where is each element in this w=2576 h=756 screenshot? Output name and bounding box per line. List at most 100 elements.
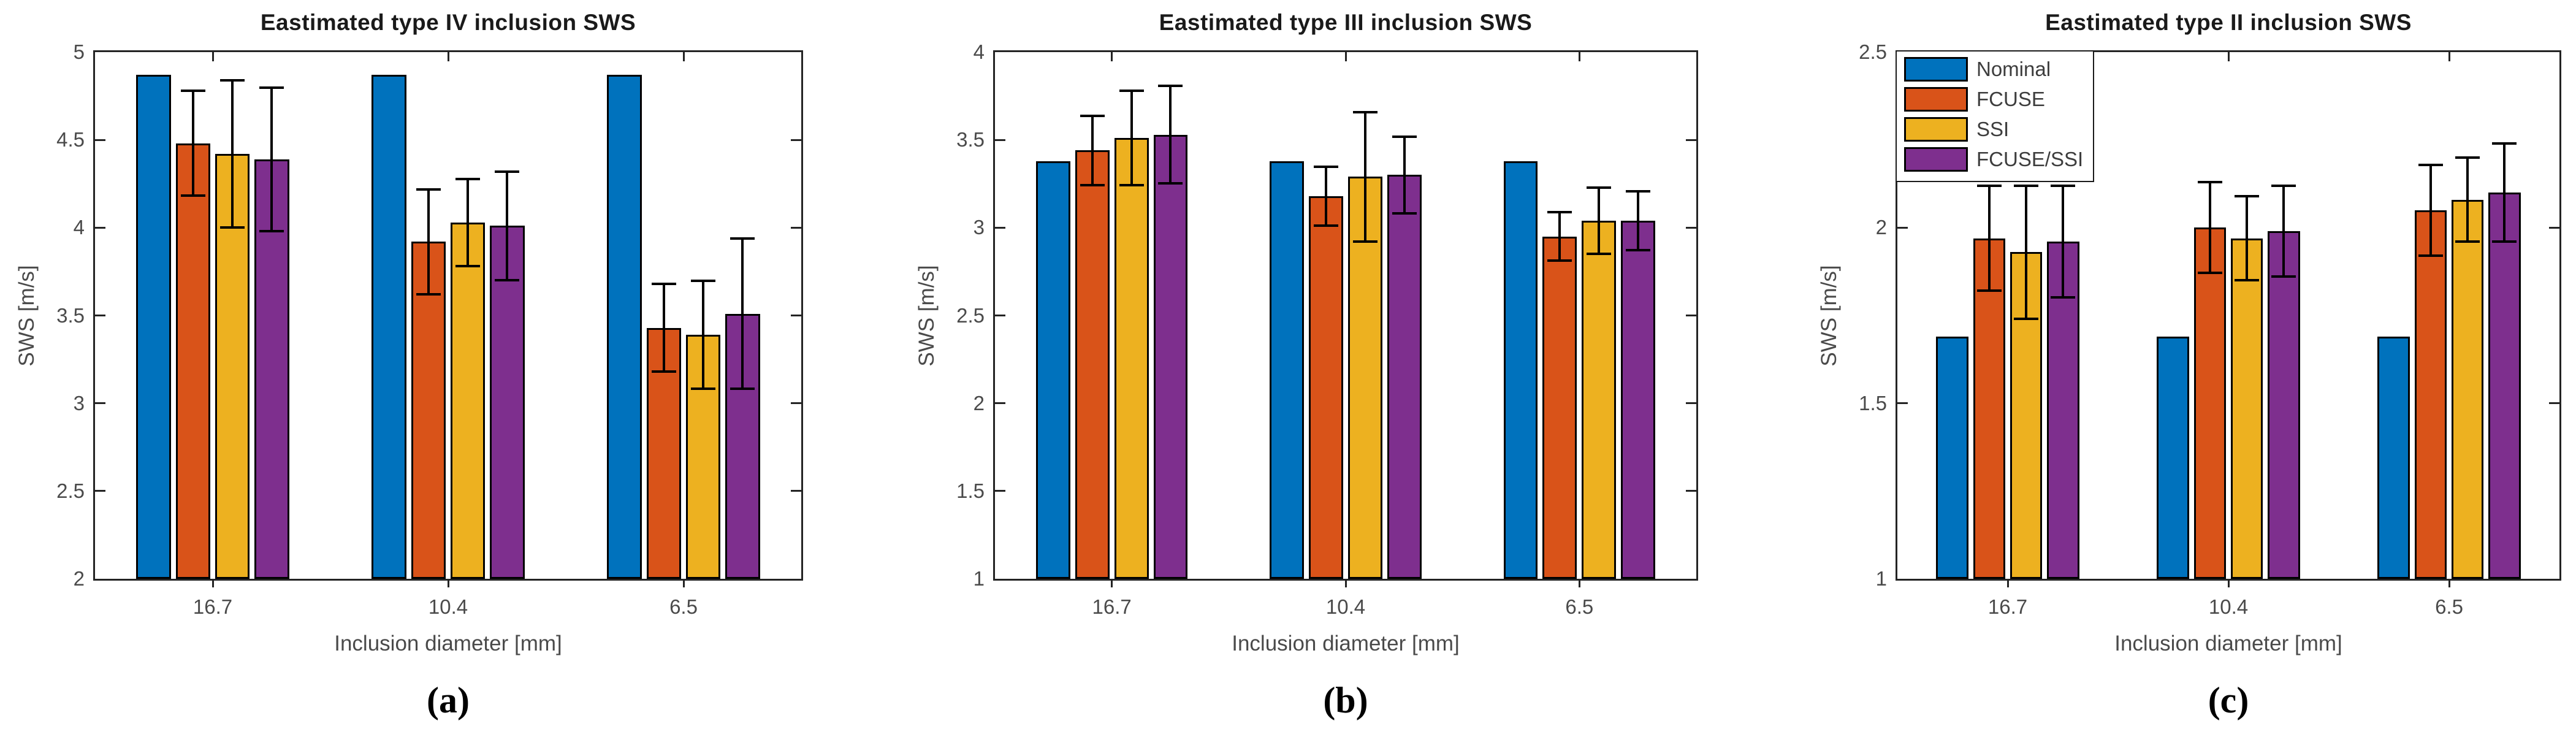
error-bar [2062,185,2065,298]
bar-fcuse-ssi-16.7 [1153,134,1188,579]
error-bar-cap [2051,185,2076,188]
error-bar-cap [1392,212,1417,215]
error-bar-cap [651,370,676,373]
error-bar [1091,115,1094,186]
chart-panel-a: Eastimated type IV inclusion SWS SWS [m/… [0,0,858,756]
legend-label: FCUSE [1976,88,2045,110]
legend-item-fcuse: FCUSE [1904,87,2083,112]
bar-fcuse-16.7 [175,143,210,579]
error-bar-cap [651,283,676,286]
plot-area [93,50,803,581]
y-tick-mark [95,226,105,229]
y-tick-mark [995,402,1005,405]
error-bar-cap [1119,184,1144,187]
bar-nominal-6.5 [2377,336,2410,579]
legend-label: FCUSE/SSI [1976,148,2084,170]
error-bar [270,87,273,232]
error-bar-cap [2014,185,2039,188]
error-bar-cap [2197,272,2222,275]
subfigure-caption: (b) [1323,680,1368,720]
x-tick-label: 16.7 [1092,595,1132,618]
error-bar-cap [180,90,205,93]
error-bar-cap [495,170,520,174]
x-tick-label: 16.7 [192,595,233,618]
error-bar-cap [1119,90,1144,93]
error-bar [1637,191,1640,251]
bar-ssi-6.5 [2452,199,2484,579]
error-bar-cap [1080,184,1105,187]
error-bar-cap [416,188,441,191]
bar-fcuse-16.7 [1075,150,1110,579]
legend-swatch-fcuse [1904,87,1968,112]
x-tick-mark [211,52,214,61]
error-bar [1169,85,1172,184]
error-bar-cap [2271,185,2296,188]
chart-panel-b: Eastimated type III inclusion SWS SWS [m… [858,0,1717,756]
error-bar-cap [1352,110,1378,113]
y-tick-label: 1 [1875,567,1887,590]
error-bar-cap [416,292,441,296]
bar-ssi-16.7 [1114,138,1149,579]
error-bar [2208,181,2211,273]
error-bar [1363,112,1366,242]
y-tick-mark [2549,226,2559,229]
error-bar-cap [1626,249,1651,252]
error-bar-cap [180,194,205,197]
bar-ssi-10.4 [2231,238,2263,579]
y-tick-mark [995,490,1005,492]
y-tick-mark [995,139,1005,141]
x-tick-mark [2448,581,2450,587]
x-axis-label: Inclusion diameter [mm] [2114,632,2342,655]
error-bar-cap [2418,163,2443,166]
error-bar-cap [2455,240,2480,243]
x-tick-mark [447,52,449,61]
bar-ssi-10.4 [1348,177,1382,579]
error-bar-cap [1158,182,1183,185]
y-tick-label: 5 [73,40,85,63]
y-tick-label: 2 [73,567,85,590]
error-bar-cap [730,388,755,391]
x-axis-label: Inclusion diameter [mm] [1232,632,1460,655]
y-tick-label: 3.5 [956,128,985,151]
y-tick-mark [1686,490,1696,492]
error-bar [741,238,744,389]
y-tick-label: 4 [973,40,985,63]
error-bar-cap [2492,240,2517,243]
error-bar-cap [1626,189,1651,193]
error-bar-cap [2455,156,2480,159]
bar-nominal-10.4 [372,75,406,579]
y-tick-mark [791,226,801,229]
error-bar [2282,185,2285,277]
error-bar-cap [1392,135,1417,138]
y-axis-label: SWS [m/s] [1817,264,1841,367]
legend-item-ssi: SSI [1904,117,2083,142]
bar-fcuse-10.4 [1309,196,1343,579]
bar-nominal-16.7 [1936,336,1968,579]
x-tick-mark [2227,52,2230,61]
x-tick-mark [2448,52,2450,61]
bar-fcuse-ssi-6.5 [1621,220,1656,579]
error-bar-cap [2051,296,2076,299]
subfigure-caption: (c) [2208,680,2249,720]
y-tick-mark [95,315,105,316]
error-bar [2429,164,2432,256]
legend-label: Nominal [1976,58,2051,80]
x-tick-mark [1578,52,1580,61]
y-tick-label: 3.5 [56,304,85,327]
bar-ssi-6.5 [1582,220,1617,579]
y-tick-mark [1686,226,1696,229]
x-tick-label: 10.4 [2208,595,2249,618]
y-tick-mark [791,490,801,492]
error-bar-cap [2014,317,2039,320]
error-bar-cap [259,229,284,232]
y-tick-mark [1686,139,1696,141]
bar-nominal-10.4 [1270,161,1305,579]
error-bar [427,189,430,295]
y-tick-mark [791,402,801,405]
chart-title: Eastimated type II inclusion SWS [2045,10,2412,35]
chart-title: Eastimated type III inclusion SWS [1159,10,1533,35]
bar-nominal-16.7 [1035,161,1070,579]
error-bar-cap [1314,165,1339,168]
bar-fcuse-10.4 [411,242,446,579]
bar-fcuse-ssi-10.4 [1387,175,1422,579]
